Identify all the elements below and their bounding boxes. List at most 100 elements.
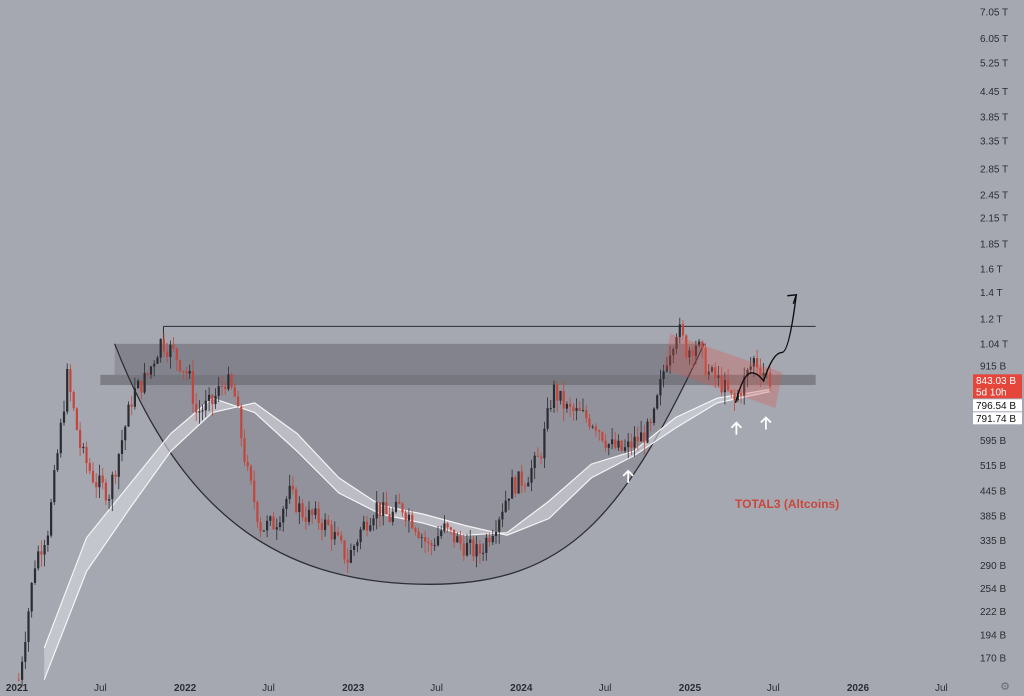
- candle-body: [372, 518, 375, 526]
- candle-body: [356, 542, 359, 546]
- candle: [220, 375, 224, 396]
- candle: [643, 424, 646, 455]
- projection-arrowhead: [787, 293, 798, 304]
- x-axis[interactable]: 2021 Jul 2022 Jul 2023 Jul 2024 Jul 2025 Jul 2026 J…: [6, 683, 948, 694]
- candle-body: [311, 509, 314, 515]
- candle: [646, 418, 649, 444]
- candle-body: [720, 375, 723, 393]
- y-tick-label: 7.05 T: [980, 7, 1008, 18]
- candle-body: [385, 502, 388, 515]
- candle-body: [701, 341, 704, 348]
- candle: [79, 421, 82, 457]
- candle-body: [714, 367, 717, 379]
- candle: [124, 425, 127, 451]
- candles-layer: [17, 317, 772, 687]
- candle-body: [159, 339, 162, 358]
- candle-body: [462, 543, 465, 556]
- candle-body: [17, 679, 20, 681]
- candle: [723, 372, 726, 405]
- candle: [214, 388, 217, 409]
- candle: [37, 545, 40, 571]
- candle-body: [643, 432, 646, 443]
- candle-body: [449, 527, 452, 530]
- candle: [420, 533, 423, 549]
- candle-body: [607, 444, 610, 448]
- candle: [401, 502, 404, 517]
- candle-body: [704, 347, 707, 375]
- candle-body: [594, 426, 597, 431]
- candle-body: [88, 463, 91, 471]
- candle: [91, 462, 95, 484]
- candle-body: [133, 388, 136, 407]
- candle: [636, 426, 639, 451]
- candle: [369, 518, 372, 532]
- candle: [50, 498, 53, 538]
- candle-body: [646, 421, 649, 443]
- price-tag-0: 843.03 B5d 10h: [973, 374, 1022, 399]
- candle-body: [101, 475, 104, 483]
- candle: [117, 452, 120, 490]
- candle: [259, 517, 262, 538]
- candle-body: [320, 523, 323, 531]
- annotation-layer: TOTAL3 (Altcoins): [735, 497, 839, 511]
- candle: [517, 471, 520, 494]
- candle-body: [507, 498, 510, 501]
- candle-body: [214, 395, 217, 405]
- settings-icon[interactable]: ⚙: [1000, 680, 1010, 693]
- candle-body: [398, 501, 401, 504]
- candle-body: [756, 358, 759, 368]
- candle-body: [98, 475, 101, 488]
- candle: [391, 507, 394, 526]
- candle: [514, 475, 517, 498]
- candle: [404, 509, 407, 527]
- candle-body: [627, 441, 630, 448]
- candle: [749, 357, 752, 375]
- candle-body: [411, 514, 414, 529]
- candle: [224, 382, 227, 395]
- candle-body: [407, 514, 410, 521]
- candle: [295, 486, 298, 514]
- candle-body: [598, 430, 601, 432]
- candle: [633, 426, 636, 457]
- candle-body: [172, 344, 175, 349]
- candle: [233, 383, 236, 397]
- candle: [182, 370, 185, 379]
- candle: [569, 397, 572, 417]
- y-tick-label: 4.45 T: [980, 87, 1008, 98]
- candle-body: [459, 536, 462, 544]
- candle: [465, 533, 469, 557]
- candle: [146, 372, 149, 378]
- candle-body: [259, 522, 262, 532]
- candle: [333, 521, 336, 545]
- x-tick-label: 2021: [6, 683, 29, 694]
- candle-body: [30, 582, 33, 612]
- candle: [604, 433, 607, 452]
- candle: [262, 530, 265, 532]
- candle-body: [498, 519, 501, 532]
- candle-body: [233, 387, 236, 397]
- zones-layer: [100, 325, 816, 386]
- candle-body: [317, 508, 320, 523]
- candle-body: [743, 376, 746, 396]
- y-tick-label: 1.85 T: [980, 239, 1008, 250]
- candle: [327, 515, 330, 526]
- candle-body: [475, 544, 478, 557]
- candle: [585, 404, 588, 423]
- candle: [669, 345, 672, 374]
- candle-body: [659, 379, 662, 396]
- candle-body: [227, 374, 230, 390]
- y-axis[interactable]: 7.05 T 6.05 T 5.25 T 4.45 T 3.85 T 3.35 T 2.85…: [980, 7, 1008, 664]
- candle-body: [166, 351, 169, 357]
- candle-body: [514, 477, 517, 494]
- candle-body: [762, 372, 765, 376]
- candle: [562, 381, 565, 421]
- x-tick-label: Jul: [94, 683, 107, 694]
- candle-body: [527, 482, 530, 487]
- y-tick-label: 2.45 T: [980, 191, 1008, 202]
- candle-body: [224, 386, 227, 390]
- y-tick-label: 194 B: [980, 631, 1006, 642]
- candle: [762, 363, 765, 381]
- candle-body: [307, 509, 311, 522]
- candle: [494, 520, 498, 544]
